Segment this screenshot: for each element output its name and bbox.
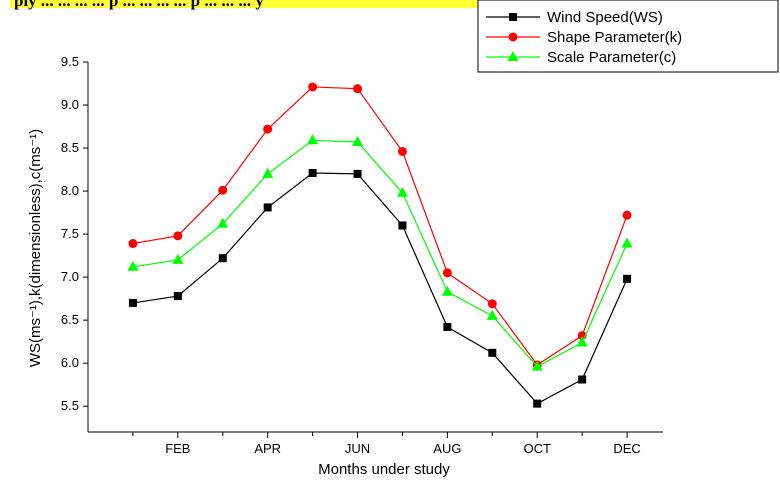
y-tick-label: 8.5 — [61, 140, 79, 155]
x-tick-label: JUN — [345, 441, 370, 456]
data-point — [173, 231, 183, 241]
axes: 5.5 6.0 6.5 7.0 7.5 8.0 8.5 9.0 9.5 FEB APR JUN AUG O… — [61, 54, 663, 456]
data-point — [352, 136, 364, 147]
data-point — [443, 323, 452, 332]
data-point — [218, 185, 228, 195]
legend-entry: Shape Parameter(k) — [486, 29, 682, 46]
legend: Wind Speed(WS) Shape Parameter(k) Scale Pa… — [477, 0, 779, 73]
data-point — [623, 274, 632, 283]
data-point — [396, 186, 408, 197]
series-triangle — [127, 134, 633, 371]
data-point — [578, 375, 587, 384]
series-line — [132, 86, 628, 366]
data-point — [488, 348, 497, 357]
data-point — [353, 84, 363, 94]
x-tick-label: FEB — [165, 441, 190, 456]
x-axis-label: Months under study — [318, 461, 450, 478]
series-line — [132, 139, 628, 368]
data-point — [307, 134, 319, 145]
data-point — [441, 285, 453, 296]
data-point — [576, 336, 588, 347]
data-point — [217, 217, 229, 228]
data-point — [172, 253, 184, 264]
y-tick-label: 6.0 — [61, 355, 79, 370]
y-tick-label: 9.5 — [61, 54, 79, 69]
banner-highlight — [10, 0, 720, 8]
y-axis-label: WS(ms⁻¹),k(dimensionless),c(ms⁻¹) — [27, 129, 44, 367]
legend-marker — [508, 32, 518, 42]
data-point — [263, 203, 272, 212]
y-tick-label: 8.0 — [61, 183, 79, 198]
series-line — [132, 172, 628, 405]
top-banner: ply ... ... ... ... p ... ... ... ... p … — [10, 0, 720, 10]
y-tick-label: 6.5 — [61, 312, 79, 327]
data-point — [218, 254, 227, 263]
series-square — [128, 169, 632, 408]
data-point — [397, 146, 407, 156]
legend-marker — [507, 51, 519, 61]
data-point — [487, 299, 497, 309]
legend-marker — [509, 13, 517, 21]
data-point — [173, 292, 182, 301]
data-point — [353, 169, 362, 178]
data-point — [442, 268, 452, 278]
data-point — [128, 239, 138, 249]
data-point — [486, 309, 498, 320]
x-tick-label: OCT — [523, 441, 551, 456]
data-point — [263, 124, 273, 134]
data-point — [308, 82, 318, 92]
data-point — [533, 399, 542, 408]
data-point — [398, 221, 407, 230]
x-tick-label: DEC — [613, 441, 640, 456]
legend-entry: Scale Parameter(c) — [486, 49, 676, 66]
y-tick-label: 7.5 — [61, 226, 79, 241]
y-tick-label: 5.5 — [61, 398, 79, 413]
plot-area — [127, 82, 633, 408]
data-point — [622, 210, 632, 220]
legend-label: Shape Parameter(k) — [547, 29, 682, 46]
data-point — [531, 360, 543, 371]
y-tick-label: 9.0 — [61, 97, 79, 112]
legend-entry: Wind Speed(WS) — [486, 9, 663, 26]
y-tick-label: 7.0 — [61, 269, 79, 284]
legend-label: Wind Speed(WS) — [547, 9, 663, 26]
x-tick-label: APR — [254, 441, 281, 456]
data-point — [262, 167, 274, 178]
legend-label: Scale Parameter(c) — [547, 49, 676, 66]
data-point — [128, 298, 137, 307]
banner-text: ply ... ... ... ... p ... ... ... ... p … — [14, 0, 264, 10]
series-circle — [128, 82, 632, 370]
data-point — [127, 260, 139, 271]
legend-box — [477, 0, 779, 73]
data-point — [621, 237, 633, 248]
data-point — [308, 169, 317, 177]
x-tick-label: AUG — [433, 441, 461, 456]
